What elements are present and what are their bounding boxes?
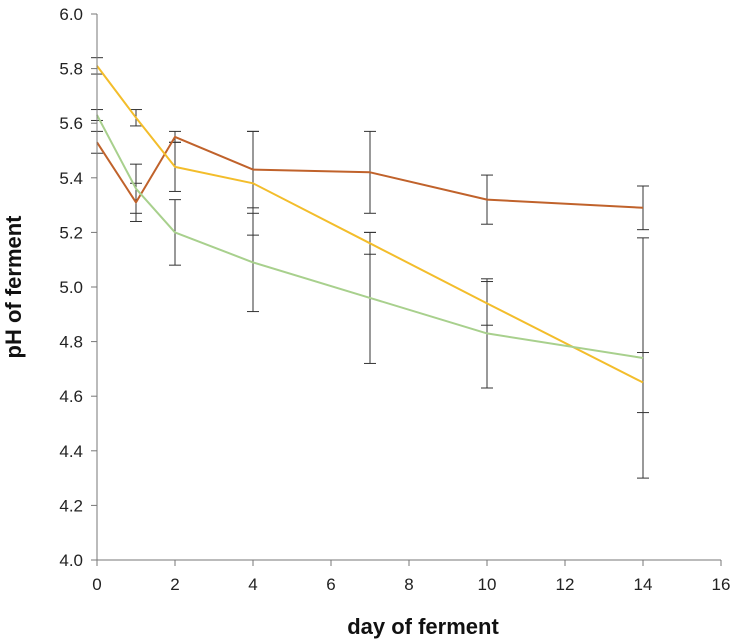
y-tick-label: 5.4: [59, 169, 83, 188]
x-tick-labels: 0 2 4 6 8 10 12 14 16: [92, 575, 730, 594]
y-tick-label: 5.8: [59, 60, 83, 79]
series-2-line: [96, 65, 644, 384]
x-axis-title: day of ferment: [347, 614, 499, 639]
error-bars: [91, 57, 649, 479]
y-tick-label: 5.6: [59, 114, 83, 133]
y-tick-labels: 4.0 4.2 4.4 4.6 4.8 5.0 5.2 5.4 5.6 5.8 6.0: [59, 5, 83, 570]
x-tick-label: 16: [712, 575, 731, 594]
y-tick-label: 4.8: [59, 333, 83, 352]
x-tick-label: 0: [92, 575, 101, 594]
y-tick-label: 4.6: [59, 387, 83, 406]
x-tick-label: 4: [248, 575, 257, 594]
error-bar: [637, 185, 649, 231]
y-axis-title: pH of ferment: [1, 215, 26, 359]
x-tick-label: 14: [634, 575, 653, 594]
axes: [91, 13, 722, 566]
y-tick-label: 5.2: [59, 223, 83, 242]
x-tick-label: 10: [478, 575, 497, 594]
x-tick-label: 2: [170, 575, 179, 594]
y-tick-label: 4.2: [59, 496, 83, 515]
x-tick-label: 6: [326, 575, 335, 594]
y-tick-label: 6.0: [59, 5, 83, 24]
y-tick-label: 5.0: [59, 278, 83, 297]
x-tick-label: 12: [556, 575, 575, 594]
y-tick-label: 4.4: [59, 442, 83, 461]
series-3-line: [96, 114, 644, 359]
series-lines: [96, 65, 644, 384]
x-tick-label: 8: [404, 575, 413, 594]
y-tick-label: 4.0: [59, 551, 83, 570]
series-1-line: [96, 135, 644, 209]
